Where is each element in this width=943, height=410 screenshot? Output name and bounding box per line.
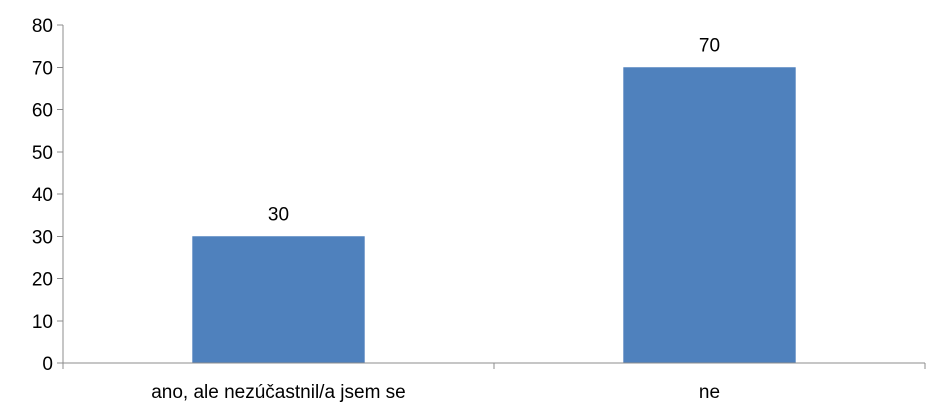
y-tick-label: 30 <box>32 227 53 248</box>
bar <box>192 236 365 363</box>
y-tick-label: 20 <box>32 270 53 291</box>
y-tick-label: 0 <box>42 354 53 375</box>
y-tick-label: 80 <box>32 16 53 37</box>
data-labels-group: 30 70 <box>268 35 720 225</box>
category-labels-group: ano, ale nezúčastnil/a jsem se ne <box>151 382 720 403</box>
category-label: ne <box>699 382 720 403</box>
category-label: ano, ale nezúčastnil/a jsem se <box>151 382 406 403</box>
y-tick-label: 10 <box>32 312 53 333</box>
y-tick-label: 50 <box>32 143 53 164</box>
x-ticks-group <box>62 363 926 369</box>
y-ticks-group: 0 10 20 30 40 50 60 70 80 <box>32 16 63 375</box>
bar <box>623 67 796 363</box>
data-label: 70 <box>699 35 720 56</box>
y-tick-label: 60 <box>32 101 53 122</box>
y-tick-label: 70 <box>32 58 53 79</box>
data-label: 30 <box>268 204 289 225</box>
bars-group <box>192 67 796 363</box>
y-tick-label: 40 <box>32 185 53 206</box>
